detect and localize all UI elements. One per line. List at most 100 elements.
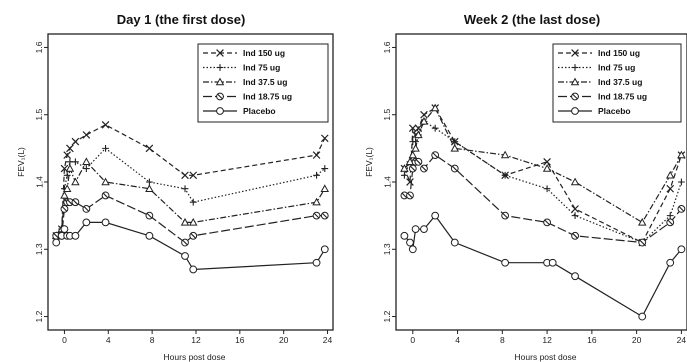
x-tick-label: 4 bbox=[106, 335, 111, 345]
data-point-placebo bbox=[571, 272, 579, 281]
data-point-ind37 bbox=[419, 117, 429, 125]
data-point-ind37 bbox=[542, 164, 552, 172]
data-point-ind75 bbox=[543, 185, 551, 193]
data-point-ind18 bbox=[414, 157, 423, 166]
x-tick-label: 8 bbox=[500, 335, 505, 345]
legend-marker-placebo bbox=[571, 107, 579, 115]
data-point-ind75 bbox=[451, 138, 459, 146]
data-point-ind150 bbox=[408, 124, 417, 133]
data-point-placebo bbox=[420, 225, 428, 233]
data-point-ind37 bbox=[60, 191, 69, 199]
data-point-ind37 bbox=[414, 130, 423, 139]
data-point-placebo bbox=[411, 225, 420, 233]
data-point-placebo bbox=[189, 265, 198, 274]
x-tick-label: 16 bbox=[587, 335, 597, 345]
data-point-ind37 bbox=[570, 177, 580, 186]
y-tick-label: 1.6 bbox=[34, 41, 44, 53]
data-point-ind75 bbox=[501, 171, 509, 179]
data-point-ind150 bbox=[71, 137, 80, 146]
data-point-ind18 bbox=[638, 238, 647, 247]
x-tick-label: 24 bbox=[323, 335, 333, 345]
data-point-ind75 bbox=[666, 212, 674, 220]
data-point-ind37 bbox=[188, 217, 198, 226]
data-point-ind37 bbox=[320, 184, 330, 192]
x-tick-label: 8 bbox=[150, 335, 155, 345]
x-tick-label: 4 bbox=[455, 335, 460, 345]
data-point-ind18 bbox=[677, 205, 686, 213]
data-point-ind75 bbox=[72, 158, 79, 166]
data-point-ind37 bbox=[665, 170, 675, 179]
legend-label-ind37: Ind 37.5 ug bbox=[243, 77, 287, 87]
data-point-ind150 bbox=[571, 205, 579, 213]
x-tick-label: 16 bbox=[235, 335, 245, 345]
legend-label-ind75: Ind 75 ug bbox=[598, 63, 635, 73]
data-point-ind75 bbox=[571, 212, 579, 220]
legend-label-ind18: Ind 18.75 ug bbox=[598, 92, 647, 102]
data-point-ind37 bbox=[180, 217, 190, 226]
data-point-ind18 bbox=[60, 205, 69, 213]
y-tick-label: 1.4 bbox=[382, 176, 392, 188]
data-point-ind18 bbox=[189, 231, 198, 240]
data-point-ind75 bbox=[313, 171, 320, 179]
legend-label-ind37: Ind 37.5 ug bbox=[598, 77, 642, 87]
series-line-ind150 bbox=[55, 124, 326, 237]
data-point-placebo bbox=[548, 258, 557, 267]
legend-marker-ind37 bbox=[215, 77, 225, 86]
data-point-ind150 bbox=[181, 171, 189, 180]
y-tick-label: 1.4 bbox=[34, 176, 44, 188]
legend-marker-placebo bbox=[216, 107, 224, 115]
x-tick-label: 24 bbox=[677, 335, 687, 345]
data-point-placebo bbox=[501, 258, 510, 267]
data-point-ind37 bbox=[312, 197, 321, 206]
data-point-ind150 bbox=[420, 110, 428, 119]
data-point-ind37 bbox=[65, 164, 75, 172]
series-line-ind18 bbox=[404, 154, 682, 244]
data-point-placebo bbox=[638, 312, 647, 321]
data-point-ind150 bbox=[312, 151, 321, 159]
data-point-ind150 bbox=[145, 144, 154, 153]
data-point-ind150 bbox=[320, 134, 329, 143]
data-point-ind37 bbox=[405, 157, 415, 166]
data-point-ind18 bbox=[571, 231, 579, 240]
data-point-ind75 bbox=[102, 144, 109, 152]
data-point-ind37 bbox=[82, 157, 91, 166]
data-point-ind150 bbox=[82, 131, 91, 139]
legend-label-placebo: Placebo bbox=[598, 106, 631, 116]
x-axis-title: Hours post dose bbox=[164, 352, 226, 362]
data-point-ind75 bbox=[82, 165, 90, 172]
data-point-placebo bbox=[666, 258, 675, 267]
panel-title-week2: Week 2 (the last dose) bbox=[464, 12, 600, 27]
data-point-ind150 bbox=[189, 171, 198, 180]
data-point-ind150 bbox=[666, 184, 675, 193]
data-point-placebo bbox=[408, 245, 417, 254]
data-point-placebo bbox=[101, 218, 110, 227]
data-point-ind18 bbox=[101, 191, 110, 200]
data-point-ind37 bbox=[71, 177, 80, 186]
data-point-placebo bbox=[400, 231, 409, 240]
data-point-ind18 bbox=[71, 198, 80, 207]
data-point-ind75 bbox=[431, 124, 439, 132]
legend-marker-ind75 bbox=[571, 64, 579, 71]
legend-marker-ind18 bbox=[571, 92, 579, 101]
series-line-placebo bbox=[403, 214, 682, 318]
series-line-placebo bbox=[55, 221, 326, 271]
panel-title-day1: Day 1 (the first dose) bbox=[117, 12, 246, 27]
y-tick-label: 1.6 bbox=[382, 41, 392, 53]
legend-label-placebo: Placebo bbox=[243, 106, 276, 116]
legend-label-ind150: Ind 150 ug bbox=[243, 48, 285, 58]
x-tick-label: 0 bbox=[410, 335, 415, 345]
data-point-placebo bbox=[145, 231, 154, 240]
data-point-ind18 bbox=[501, 211, 510, 220]
data-point-ind37 bbox=[450, 143, 460, 152]
data-point-ind150 bbox=[63, 151, 72, 159]
data-point-ind18 bbox=[82, 205, 91, 213]
x-tick-label: 20 bbox=[632, 335, 642, 345]
data-point-ind37 bbox=[145, 184, 154, 192]
legend: Ind 150 ug Ind 75 ug Ind 37.5 ug Ind 18.75 … bbox=[197, 43, 329, 123]
legend: Ind 150 ug Ind 75 ug Ind 37.5 ug Ind 18.75 … bbox=[552, 43, 682, 123]
data-point-ind75 bbox=[412, 138, 419, 146]
y-tick-label: 1.2 bbox=[34, 310, 44, 322]
y-axis-title: FEV₁(L) bbox=[16, 147, 26, 177]
data-point-placebo bbox=[181, 252, 189, 260]
x-tick-label: 0 bbox=[62, 335, 67, 345]
